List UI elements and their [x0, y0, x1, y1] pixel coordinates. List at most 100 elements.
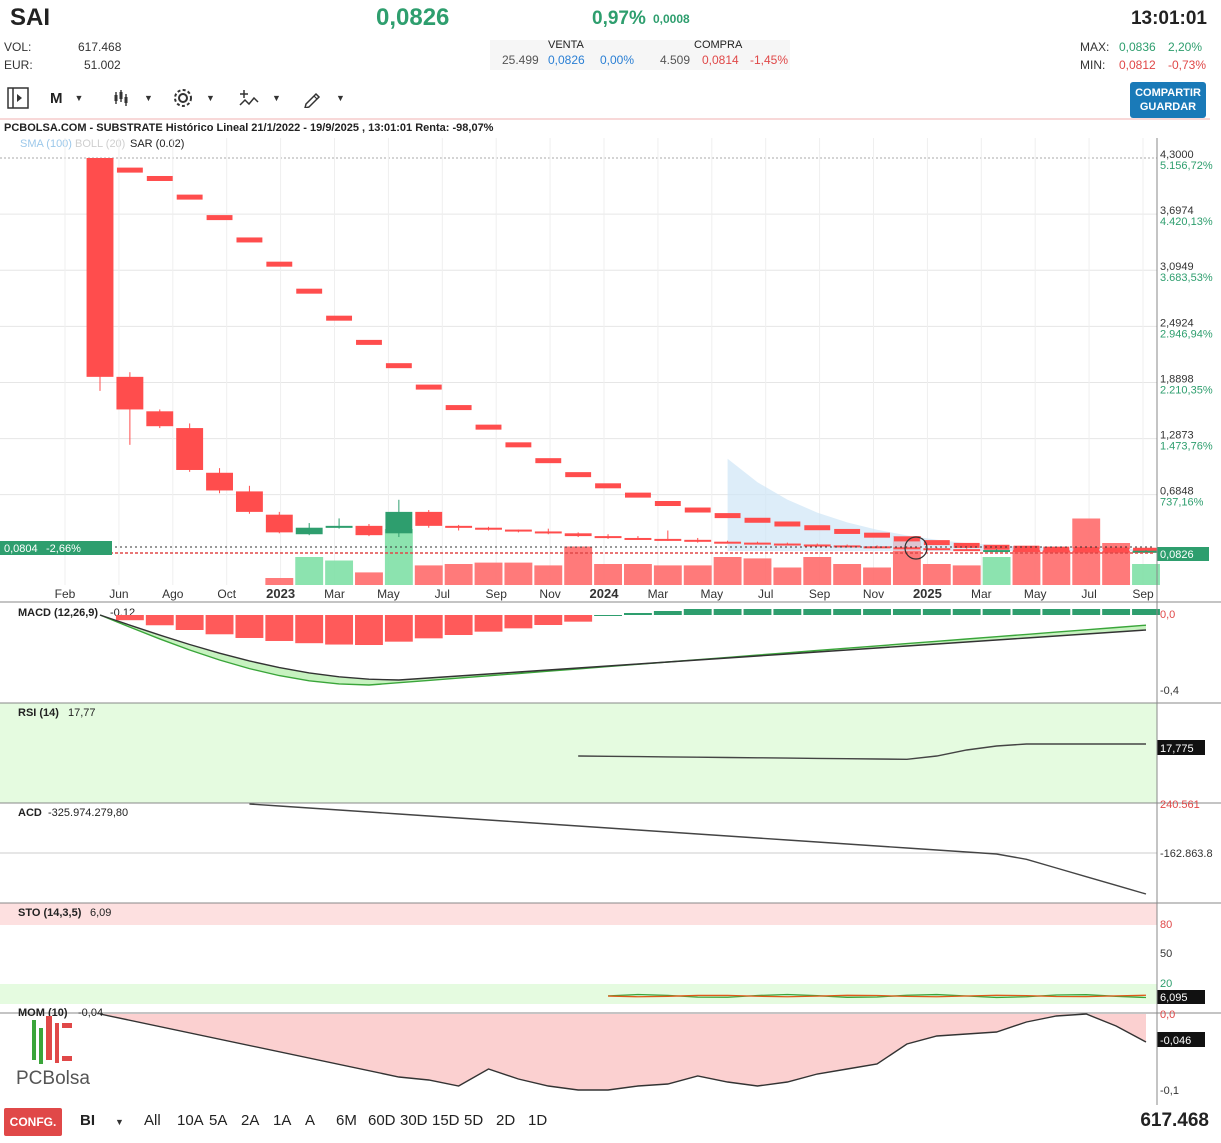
toggle-panel-button[interactable] — [6, 86, 30, 110]
mode-select[interactable]: BI ▼ — [80, 1112, 124, 1129]
candle-body — [475, 527, 502, 530]
sar-marker — [744, 517, 771, 523]
range-button-a[interactable]: A — [305, 1112, 316, 1129]
volume-bar — [564, 546, 593, 585]
sto-tick-80: 80 — [1160, 919, 1172, 931]
sto-label: STO (14,3,5) — [18, 907, 82, 919]
macd-histogram-bar — [624, 613, 652, 615]
range-button-10a[interactable]: 10A — [177, 1112, 204, 1129]
share-save-button[interactable]: COMPARTIR GUARDAR — [1130, 82, 1206, 118]
venta-price: 0,0826 — [548, 53, 585, 67]
period-select[interactable]: M ▼ — [50, 86, 83, 110]
min-pct: -0,73% — [1168, 58, 1207, 72]
sar-marker — [684, 507, 711, 513]
sar-marker — [146, 175, 173, 181]
candle-body — [445, 525, 473, 528]
sar-marker — [804, 525, 831, 531]
pct-tick-label: 5.156,72% — [1160, 160, 1213, 172]
reference-pct-tag: -2,66% — [46, 543, 81, 555]
range-button-5d[interactable]: 5D — [464, 1112, 484, 1129]
candle-body — [415, 511, 443, 526]
sto-d-line — [608, 994, 1147, 998]
range-button-5a[interactable]: 5A — [209, 1112, 228, 1129]
volume-bar — [653, 565, 682, 585]
candle-body — [953, 549, 981, 552]
mom-tag: -0,046 — [1160, 1035, 1191, 1047]
pcbolsa-logo: PCBolsa — [16, 1016, 90, 1089]
macd-histogram-bar — [564, 615, 593, 622]
stock-chart[interactable]: PCBOLSA.COM - SUBSTRATE Histórico Lineal… — [0, 118, 1221, 1105]
drawing-tools-select[interactable]: ▼ — [302, 86, 345, 110]
sar-marker — [595, 483, 621, 489]
sar-marker — [176, 194, 203, 200]
volume-bar — [504, 562, 533, 585]
range-button-1a[interactable]: 1A — [273, 1112, 292, 1129]
range-button-30d[interactable]: 30D — [400, 1112, 428, 1129]
acd-label: ACD — [18, 807, 42, 819]
chevron-down-icon: ▼ — [74, 93, 84, 103]
sar-marker — [356, 339, 382, 345]
candle-body — [983, 550, 1011, 553]
sar-marker — [505, 442, 532, 448]
volume-total: 617.468 — [1140, 1110, 1209, 1131]
sar-marker — [1043, 546, 1070, 552]
candle-body — [863, 546, 891, 549]
momentum-area — [100, 1014, 1146, 1090]
chart-title: PCBOLSA.COM - SUBSTRATE Histórico Lineal… — [4, 122, 494, 134]
time-tick-label: May — [377, 587, 400, 601]
min-price: 0,0812 — [1119, 58, 1156, 72]
chart-type-select[interactable]: ▼ — [112, 86, 153, 110]
price-tick-label: 3,0949 — [1160, 261, 1194, 273]
candle-body — [265, 514, 293, 533]
candle-body — [684, 539, 712, 542]
range-button-all[interactable]: All — [144, 1112, 161, 1129]
range-button-15d[interactable]: 15D — [432, 1112, 460, 1129]
volume-bar — [444, 564, 473, 585]
sma-legend[interactable]: SMA (100) — [20, 138, 72, 150]
sar-marker — [475, 424, 502, 430]
macd-histogram-bar — [1102, 609, 1131, 615]
macd-histogram-bar — [683, 609, 712, 615]
sar-legend[interactable]: SAR (0.02) — [130, 138, 184, 150]
macd-histogram-bar — [265, 615, 294, 641]
volume-bar — [1012, 546, 1041, 585]
sto-overbought-zone — [0, 903, 1157, 925]
sar-marker — [1013, 545, 1040, 551]
time-axis: Feb Jun Ago Oct 2023 Mar May Jul Sep Nov 2024 Mar Ma… — [55, 586, 1154, 601]
range-button-60d[interactable]: 60D — [368, 1112, 396, 1129]
volume-bar — [624, 564, 652, 585]
sar-marker — [953, 542, 980, 548]
mom-value: -0,04 — [78, 1007, 103, 1019]
range-button-2d[interactable]: 2D — [496, 1112, 516, 1129]
sar-marker — [116, 167, 143, 173]
settings-select[interactable]: ▼ — [172, 86, 215, 110]
candle-body — [325, 525, 353, 528]
volume-bar — [952, 565, 981, 585]
time-tick-label: Nov — [539, 587, 560, 601]
macd-histogram-bar — [384, 615, 413, 642]
pencil-icon — [304, 92, 321, 108]
candlesticks — [86, 158, 1160, 553]
panel-toggle-icon — [7, 87, 29, 109]
boll-legend[interactable]: BOLL (20) — [75, 138, 125, 150]
range-button-1d[interactable]: 1D — [528, 1112, 548, 1129]
time-tick-label: May — [1024, 587, 1047, 601]
range-button-2a[interactable]: 2A — [241, 1112, 260, 1129]
candle-body — [235, 491, 263, 512]
candle-body — [654, 538, 682, 541]
sto-tag: 6,095 — [1160, 992, 1188, 1004]
time-tick-label: Mar — [324, 587, 345, 601]
time-tick-label: Jul — [435, 587, 450, 601]
mom-tag-bg — [1157, 1032, 1205, 1047]
config-button[interactable]: CONFG. — [4, 1108, 62, 1136]
candle-body — [504, 529, 532, 532]
range-button-6m[interactable]: 6M — [336, 1112, 357, 1129]
venta-pct: 0,00% — [600, 53, 635, 67]
chevron-down-icon: ▼ — [206, 93, 215, 103]
volume-bar — [325, 560, 354, 585]
indicators-select[interactable]: ▼ — [238, 86, 281, 110]
sar-marker — [296, 288, 323, 294]
macd-histogram-bar — [145, 615, 174, 626]
momentum-line — [99, 1013, 1147, 1091]
macd-histogram-bar — [1042, 609, 1071, 615]
